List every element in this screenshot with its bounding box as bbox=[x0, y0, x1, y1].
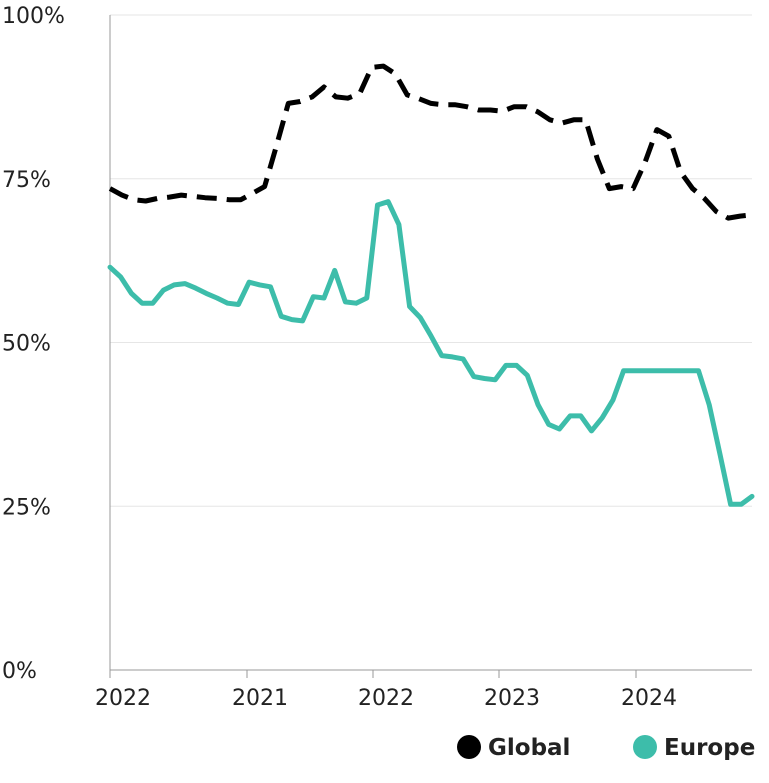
legend: Global Europe bbox=[457, 735, 755, 761]
x-axis-ticks: 2022 2021 2022 2023 2024 bbox=[95, 670, 677, 711]
legend-marker-global bbox=[457, 735, 481, 759]
legend-label-europe: Europe bbox=[664, 735, 755, 761]
x-tick-label-4: 2024 bbox=[621, 686, 677, 711]
legend-marker-europe bbox=[633, 735, 657, 759]
y-tick-label-25: 25% bbox=[2, 495, 51, 520]
x-tick-label-1: 2021 bbox=[232, 686, 288, 711]
x-tick-label-3: 2023 bbox=[484, 686, 540, 711]
series-line-global bbox=[108, 63, 753, 221]
y-axis-ticks: 0% 25% 50% 75% 100% bbox=[2, 4, 65, 684]
x-tick-label-2: 2022 bbox=[358, 686, 414, 711]
axes bbox=[109, 15, 752, 671]
series-line-europe bbox=[107, 199, 755, 507]
y-tick-label-75: 75% bbox=[2, 168, 51, 193]
y-tick-label-50: 50% bbox=[2, 332, 51, 357]
grid-lines bbox=[110, 14, 752, 507]
series-lines bbox=[107, 63, 755, 507]
y-tick-label-100: 100% bbox=[2, 4, 65, 29]
x-tick-label-0: 2022 bbox=[95, 686, 151, 711]
legend-label-global: Global bbox=[488, 735, 570, 761]
y-tick-label-0: 0% bbox=[2, 659, 37, 684]
